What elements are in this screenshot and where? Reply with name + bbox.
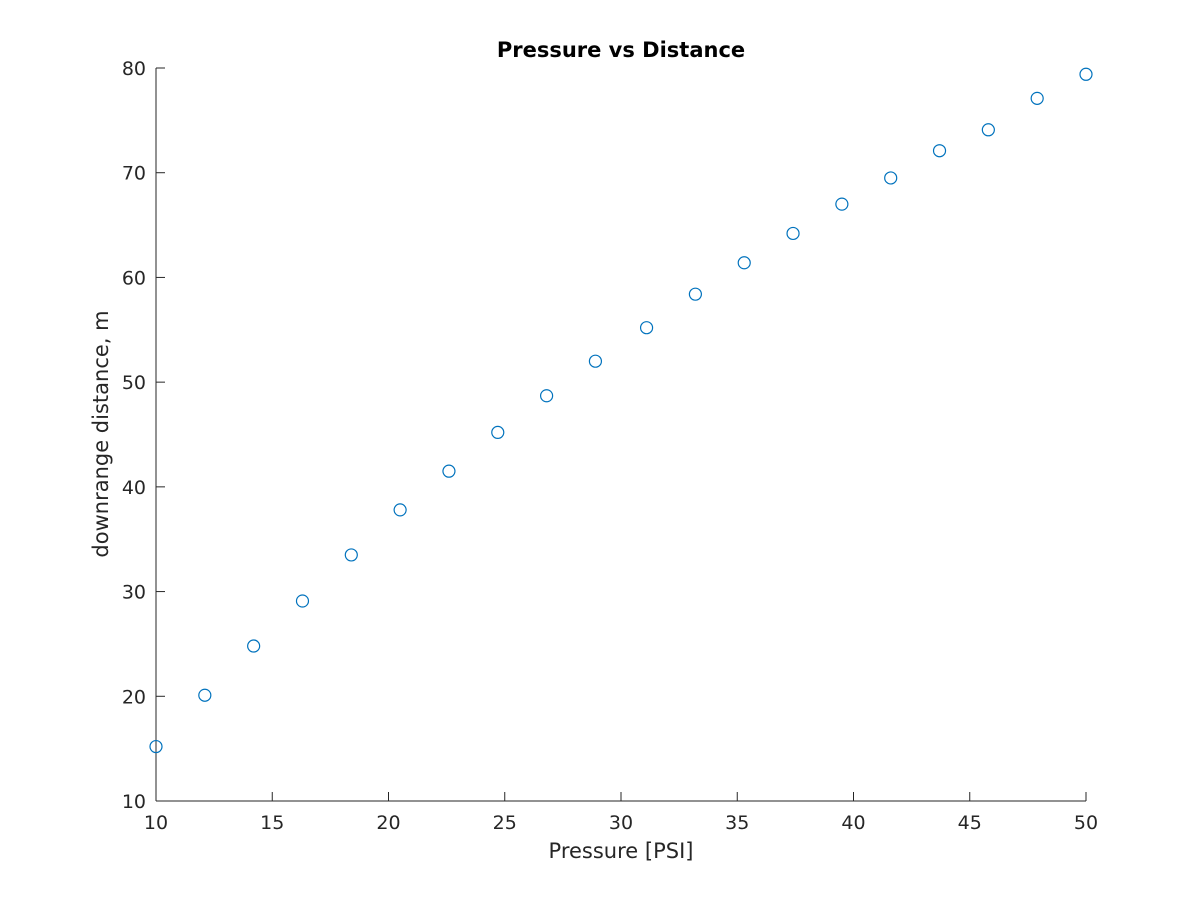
data-point bbox=[344, 548, 358, 562]
y-tick-label: 10 bbox=[122, 791, 146, 813]
data-point bbox=[1030, 91, 1044, 105]
x-tick-label: 50 bbox=[1074, 812, 1098, 834]
data-point bbox=[442, 464, 456, 478]
data-point bbox=[1079, 67, 1093, 81]
data-point bbox=[588, 354, 603, 368]
x-tick-label: 30 bbox=[609, 812, 633, 834]
x-tick-label: 35 bbox=[725, 812, 749, 834]
data-point bbox=[981, 123, 995, 137]
data-point bbox=[198, 688, 212, 702]
axes bbox=[155, 68, 1086, 802]
x-tick-label: 15 bbox=[260, 812, 284, 834]
data-point bbox=[639, 321, 654, 335]
data-point bbox=[884, 171, 898, 185]
x-tick-label: 10 bbox=[144, 812, 168, 834]
data-point bbox=[786, 226, 800, 241]
data-point bbox=[688, 287, 703, 301]
y-tick-label: 70 bbox=[122, 163, 146, 185]
data-point bbox=[539, 389, 554, 403]
data-point bbox=[295, 594, 310, 608]
data-point bbox=[149, 739, 163, 754]
data-point bbox=[247, 639, 261, 653]
data-point bbox=[932, 144, 947, 158]
y-tick-label: 30 bbox=[122, 582, 146, 604]
x-tick-label: 45 bbox=[958, 812, 982, 834]
x-tick-label: 25 bbox=[493, 812, 517, 834]
x-tick-label: 20 bbox=[376, 812, 400, 834]
chart-title: Pressure vs Distance bbox=[497, 38, 745, 62]
x-axis-label: Pressure [PSI] bbox=[549, 839, 694, 863]
y-tick-label: 80 bbox=[122, 58, 146, 80]
y-axis-label: downrange distance, m bbox=[89, 310, 113, 557]
data-point bbox=[737, 256, 751, 270]
data-points bbox=[149, 67, 1093, 754]
data-point bbox=[491, 425, 505, 440]
y-tick-label: 40 bbox=[122, 477, 146, 499]
y-tick-label: 20 bbox=[122, 686, 146, 708]
axis-ticks: 10 15 20 25 30 35 40 45 50 10 20 30 40 50 60 70 80 bbox=[122, 58, 1098, 834]
data-point bbox=[835, 197, 849, 211]
data-point bbox=[393, 503, 407, 517]
x-tick-label: 40 bbox=[841, 812, 865, 834]
y-tick-label: 60 bbox=[122, 267, 146, 289]
y-tick-label: 50 bbox=[122, 372, 146, 394]
